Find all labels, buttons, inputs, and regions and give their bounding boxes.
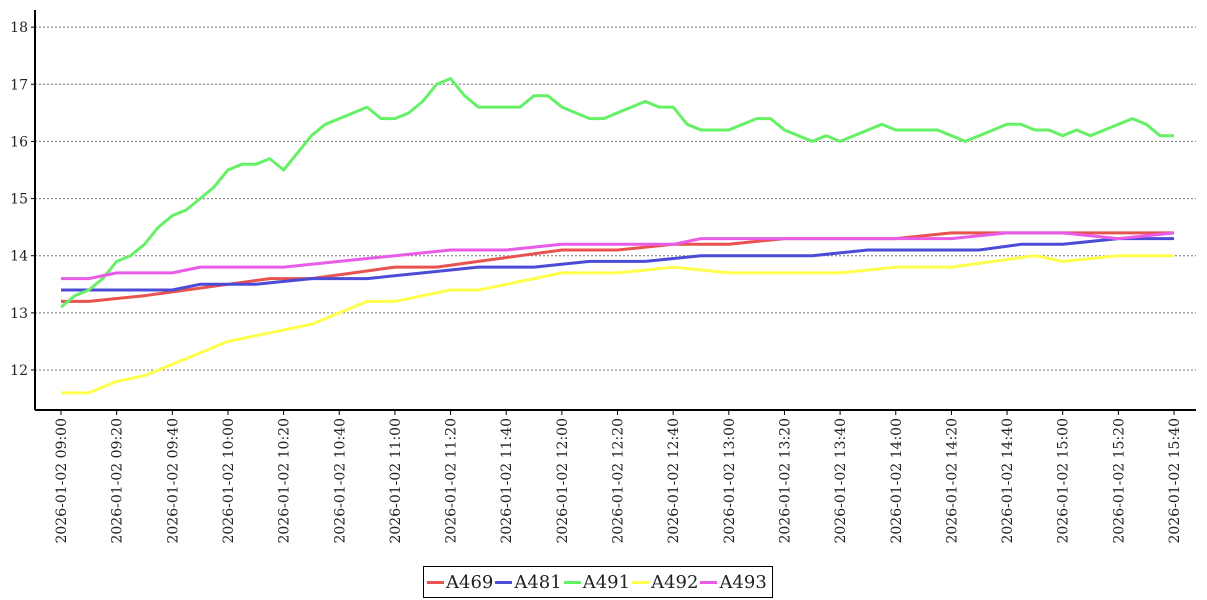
series-line-a481 [61, 237, 1174, 292]
legend-item-a491: A491 [563, 571, 631, 593]
x-tick-label: 2026-01-02 14:20 [944, 418, 960, 544]
legend-swatch [427, 580, 444, 584]
x-tick-label: 2026-01-02 15:20 [1111, 418, 1127, 544]
legend-label: A481 [514, 571, 562, 593]
x-tick-label: 2026-01-02 09:40 [165, 418, 181, 544]
x-tick-label: 2026-01-02 09:00 [54, 418, 70, 544]
series-lines [60, 77, 1175, 395]
legend: A469 A481 A491 A492 A493 [423, 566, 773, 598]
x-tick-label: 2026-01-02 13:20 [777, 418, 793, 544]
y-tick-label: 15 [10, 192, 28, 208]
legend-swatch [632, 580, 650, 584]
x-tick-label: 2026-01-02 15:40 [1167, 418, 1183, 544]
y-tick-labels: 12 13 14 15 16 17 18 [10, 20, 35, 379]
legend-swatch [563, 580, 581, 584]
series-line-a492 [61, 254, 1174, 395]
x-tick-label: 2026-01-02 13:00 [722, 418, 738, 544]
y-tick-label: 16 [10, 134, 28, 150]
x-tick-label: 2026-01-02 15:00 [1056, 418, 1072, 544]
x-tick-label: 2026-01-02 11:00 [388, 418, 404, 544]
axes [34, 10, 1196, 411]
x-tick-label: 2026-01-02 10:20 [277, 418, 293, 544]
x-tick-label: 2026-01-02 11:40 [499, 418, 515, 544]
x-tick-label: 2026-01-02 10:40 [332, 418, 348, 544]
x-tick-label: 2026-01-02 12:40 [666, 418, 682, 544]
x-tick-label: 2026-01-02 14:40 [1000, 418, 1016, 544]
x-tick-label: 2026-01-02 11:20 [444, 418, 460, 544]
y-tick-label: 18 [10, 20, 28, 36]
legend-swatch [495, 580, 513, 584]
legend-item-a469: A469 [427, 572, 493, 593]
y-tick-label: 12 [10, 363, 28, 379]
legend-item-a492: A492 [632, 572, 698, 593]
y-tick-label: 14 [10, 249, 28, 265]
x-tick-labels: 2026-01-02 09:00 2026-01-02 09:20 2026-01-… [54, 410, 1183, 544]
x-tick-label: 2026-01-02 12:20 [611, 418, 627, 544]
legend-item-a493: A493 [700, 571, 767, 593]
series-line-a493 [61, 231, 1175, 281]
legend-label: A469 [446, 571, 494, 593]
legend-swatch [700, 580, 718, 584]
legend-label: A493 [719, 571, 767, 593]
legend-item-a481: A481 [495, 571, 562, 593]
x-tick-label: 2026-01-02 09:20 [110, 418, 126, 544]
legend-label: A491 [582, 571, 631, 593]
x-tick-label: 2026-01-02 12:00 [555, 418, 571, 544]
x-tick-label: 2026-01-02 14:00 [889, 418, 905, 544]
y-tick-label: 17 [10, 77, 28, 93]
y-tick-label: 13 [10, 306, 28, 322]
x-tick-label: 2026-01-02 10:00 [221, 418, 237, 544]
series-line-a491 [60, 77, 1174, 309]
legend-label: A492 [651, 571, 699, 593]
x-tick-label: 2026-01-02 13:40 [833, 418, 849, 544]
gridlines [35, 26, 1196, 371]
